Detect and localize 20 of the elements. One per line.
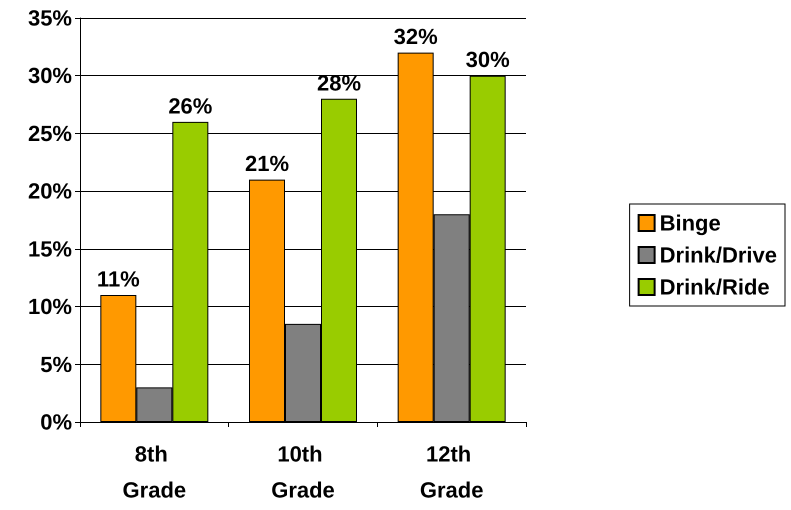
data-label: 28% [316,70,362,96]
legend-label: Drink/Ride [660,274,770,300]
data-label: 21% [244,151,290,176]
data-label: 30% [466,47,510,72]
y-tick-label: 25% [28,120,72,146]
y-tick-label: 0% [40,410,72,434]
legend-label: Binge [660,210,721,236]
data-label: 32% [394,24,438,50]
y-tick-label: 30% [28,63,72,88]
x-tick-label: 12th Grade [420,442,484,502]
y-tick-label: 15% [28,236,72,262]
x-tick-label: 8th Grade [122,442,186,502]
x-tick-label: 10th Grade [271,442,335,502]
y-tick-label: 20% [28,178,72,204]
data-label: 11% [96,266,140,292]
data-label: 26% [168,93,212,118]
y-tick-label: 5% [40,352,72,377]
legend-label: Drink/Drive [660,242,778,268]
y-tick-label: 10% [28,294,72,320]
y-tick-label: 35% [28,6,72,30]
